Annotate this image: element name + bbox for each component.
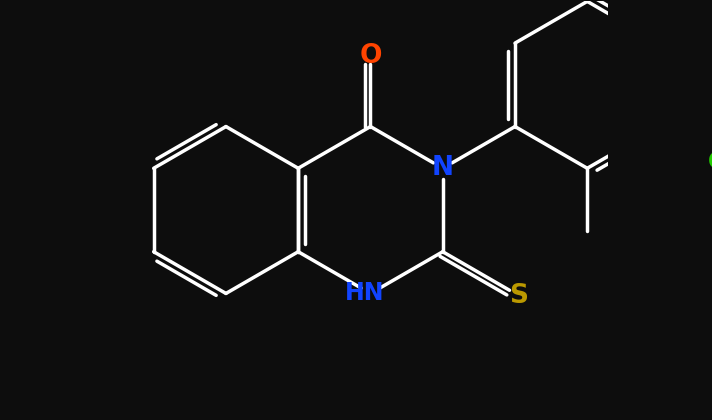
Text: HN: HN [345,281,384,305]
Text: O: O [360,42,382,68]
Text: N: N [431,155,454,181]
Text: S: S [509,283,528,309]
Text: Cl: Cl [708,150,712,174]
